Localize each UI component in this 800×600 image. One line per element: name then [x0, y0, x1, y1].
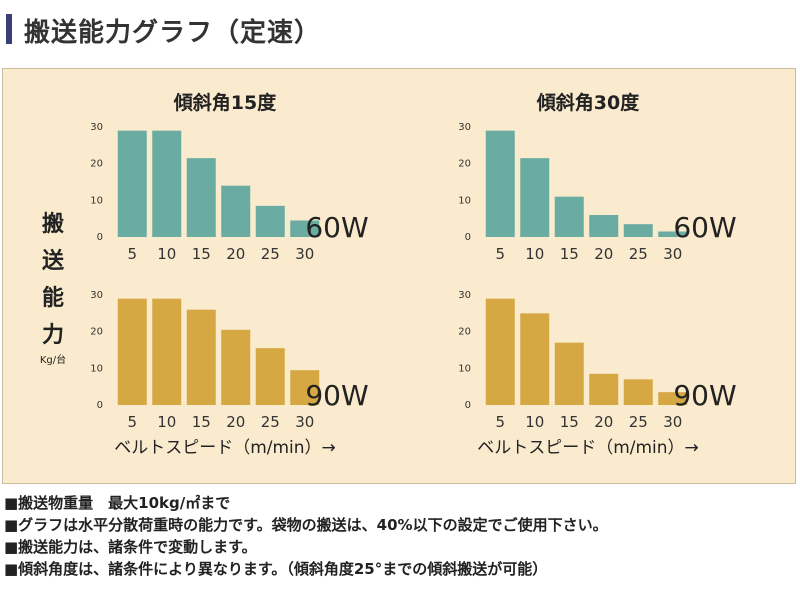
bar: [117, 130, 147, 237]
power-label: 60W: [305, 211, 368, 244]
bar: [554, 342, 584, 405]
note-variation: ■搬送能力は、諸条件で変動します。: [4, 538, 257, 556]
bar: [152, 130, 182, 237]
x-tick-label: 15: [192, 245, 211, 263]
y-axis-unit: Kg/台: [40, 353, 66, 366]
y-tick-label: 30: [90, 290, 103, 301]
x-axis-label: ベルトスピード（m/min）→: [477, 438, 699, 458]
x-tick-label: 15: [192, 413, 211, 431]
y-tick-label: 0: [97, 400, 103, 411]
bar: [186, 309, 216, 405]
bar: [520, 158, 550, 237]
bar: [623, 379, 653, 405]
bar: [152, 298, 182, 405]
note-capacity: ■グラフは水平分散荷重時の能力です。袋物の搬送は、40%以下の設定でご使用下さい…: [4, 516, 608, 534]
bar: [589, 215, 619, 237]
x-tick-label: 15: [560, 245, 579, 263]
y-tick-label: 30: [458, 290, 471, 301]
y-tick-label: 20: [90, 327, 103, 338]
bar: [290, 370, 320, 405]
y-axis-label-char: 送: [42, 248, 64, 274]
chart-panel: 30 20 10 0 5 10 15 20 25 30 60W 傾斜角15度 30 20 10 0 5 10 15 2…: [2, 68, 796, 484]
y-tick-label: 20: [90, 159, 103, 170]
x-tick-label: 30: [295, 413, 314, 431]
x-tick-label: 10: [525, 413, 544, 431]
x-axis-label: ベルトスピード（m/min）→: [114, 438, 336, 458]
x-tick-label: 5: [127, 245, 137, 263]
x-tick-label: 10: [157, 245, 176, 263]
bar: [290, 220, 320, 237]
y-tick-label: 0: [465, 232, 471, 243]
y-tick-label: 20: [458, 159, 471, 170]
y-tick-label: 30: [90, 122, 103, 133]
y-axis-label-char: 搬: [42, 211, 64, 237]
bar: [658, 231, 688, 237]
title-accent-bar: [6, 14, 12, 44]
bar: [658, 392, 688, 405]
x-tick-label: 25: [629, 245, 648, 263]
x-tick-label: 20: [594, 413, 613, 431]
x-tick-label: 10: [157, 413, 176, 431]
bar: [186, 158, 216, 237]
x-tick-label: 25: [261, 245, 280, 263]
y-tick-label: 10: [458, 195, 471, 206]
x-tick-label: 25: [261, 413, 280, 431]
title-bar: 搬送能力グラフ（定速）: [6, 8, 786, 48]
note-weight: ■搬送物重量 最大10kg/㎡まで: [4, 494, 231, 512]
y-tick-label: 10: [458, 363, 471, 374]
bar: [255, 205, 285, 237]
bar: [485, 298, 515, 405]
x-tick-label: 10: [525, 245, 544, 263]
y-tick-label: 0: [97, 232, 103, 243]
y-tick-label: 0: [465, 400, 471, 411]
power-label: 90W: [305, 379, 368, 412]
x-tick-label: 5: [127, 413, 137, 431]
bar: [221, 329, 251, 405]
x-tick-label: 20: [226, 413, 245, 431]
y-axis-label-char: 力: [42, 323, 64, 348]
x-tick-label: 5: [495, 245, 505, 263]
x-tick-label: 25: [629, 413, 648, 431]
notes: ■搬送物重量 最大10kg/㎡まで ■グラフは水平分散荷重時の能力です。袋物の搬…: [4, 492, 794, 580]
y-axis-label-char: 能: [42, 285, 64, 311]
x-tick-label: 20: [594, 245, 613, 263]
chart-title: 傾斜角30度: [536, 91, 640, 114]
chart-title: 傾斜角15度: [173, 91, 277, 114]
x-tick-label: 20: [226, 245, 245, 263]
note-incline: ■傾斜角度は、諸条件により異なります。（傾斜角度25°までの傾斜搬送が可能）: [4, 560, 548, 578]
x-tick-label: 5: [495, 413, 505, 431]
bar: [589, 373, 619, 405]
x-tick-label: 30: [295, 245, 314, 263]
bar: [221, 185, 251, 237]
x-tick-label: 30: [663, 245, 682, 263]
y-tick-label: 30: [458, 122, 471, 133]
y-tick-label: 10: [90, 363, 103, 374]
bar: [117, 298, 147, 405]
power-label: 90W: [673, 379, 736, 412]
bar: [255, 348, 285, 405]
page-title: 搬送能力グラフ（定速）: [24, 18, 322, 48]
y-tick-label: 10: [90, 195, 103, 206]
bar: [554, 196, 584, 237]
bar: [623, 224, 653, 237]
power-label: 60W: [673, 211, 736, 244]
bar: [520, 313, 550, 405]
x-tick-label: 30: [663, 413, 682, 431]
y-tick-label: 20: [458, 327, 471, 338]
bar: [485, 130, 515, 237]
x-tick-label: 15: [560, 413, 579, 431]
